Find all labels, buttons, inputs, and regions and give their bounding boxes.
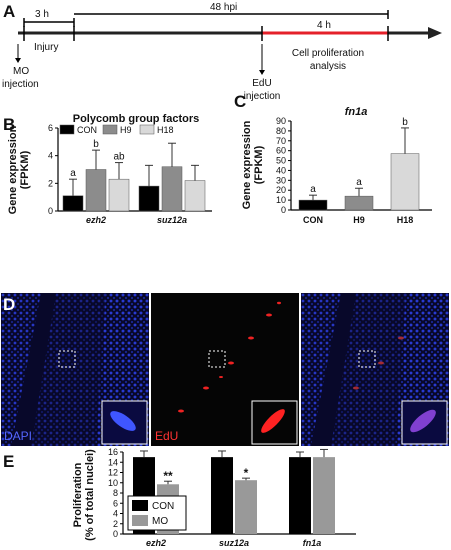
micrograph-edu — [151, 293, 299, 446]
chart-b-ytick-label: 4 — [48, 151, 53, 161]
chart-e-bar — [211, 457, 233, 534]
chart-c-ytick-label: 20 — [276, 185, 286, 195]
chart-e-legend-swatch — [132, 500, 148, 511]
timeline-arrowhead — [428, 27, 442, 39]
chart-e-ytick-label: 16 — [108, 447, 118, 457]
label-48hpi: 48 hpi — [210, 2, 237, 13]
chart-c-sig-letter: a — [310, 184, 316, 195]
label-injury: Injury — [34, 42, 58, 53]
chart-c-xtick-label: H9 — [353, 215, 365, 225]
chart-e-ytick-label: 14 — [108, 457, 118, 467]
chart-c-ytick-label: 90 — [276, 116, 286, 126]
chart-b-sig-letter: b — [93, 139, 99, 150]
label-mo: MO — [13, 66, 29, 77]
chart-e-ytick-label: 2 — [113, 519, 118, 529]
chart-e-legend-label: MO — [152, 516, 168, 527]
chart-b-sig-letter: ab — [113, 152, 125, 163]
chart-b-xtick-label: suz12a — [157, 215, 187, 225]
chart-e-bar — [289, 457, 311, 534]
chart-e-ytick-label: 10 — [108, 478, 118, 488]
label-cell-prolif: Cell proliferation — [292, 48, 364, 59]
timeline-panel: A 3 h 48 hpi 4 h Injury MO injection EdU… — [2, 2, 442, 102]
chart-c-ytick-label: 10 — [276, 195, 286, 205]
chart-e-ytick-label: 12 — [108, 468, 118, 478]
chart-b: B Polycomb group factors 0 2 4 6 Gene expressi… — [3, 113, 212, 225]
label-3h: 3 h — [35, 9, 49, 20]
chart-e-ylabel-0: Proliferation — [72, 462, 84, 527]
panel-letter-a: A — [3, 2, 15, 21]
edu-arrow-head — [259, 70, 265, 75]
chart-b-legend-swatch — [102, 124, 118, 135]
chart-c-ytick-label: 0 — [281, 205, 286, 215]
chart-b-legend-swatch — [139, 124, 155, 135]
chart-c-title: fn1a — [345, 106, 368, 118]
chart-e-ytick-label: 8 — [113, 488, 118, 498]
chart-e-legend-label: CON — [152, 501, 174, 512]
chart-b-legend-label: H18 — [157, 125, 174, 135]
chart-c-ytick-label: 40 — [276, 165, 286, 175]
chart-e-ytick-label: 4 — [113, 509, 118, 519]
panel-letter-b: B — [3, 115, 15, 134]
chart-e-xtick-label: ezh2 — [146, 538, 166, 548]
chart-c-xtick-label: CON — [303, 215, 323, 225]
chart-b-legend-swatch — [59, 124, 75, 135]
chart-e-bar — [235, 480, 257, 534]
chart-b-title: Polycomb group factors — [73, 113, 200, 125]
chart-b-ytick-label: 6 — [48, 123, 53, 133]
chart-b-ytick-label: 0 — [48, 206, 53, 216]
chart-c-ylabel-0: Gene expression — [241, 120, 253, 209]
chart-e-xtick-label: fn1a — [303, 538, 322, 548]
chart-e-ylabel-1: (% of total nuclei) — [84, 449, 96, 541]
panel-letter-e: E — [3, 452, 14, 471]
chart-e-significance: ** — [163, 469, 173, 483]
chart-b-sig-letter: a — [70, 168, 76, 179]
label-analysis: analysis — [310, 61, 346, 72]
chart-c-ytick-label: 70 — [276, 136, 286, 146]
chart-e-ytick-label: 6 — [113, 498, 118, 508]
chart-c-ylabel-1: (FPKM) — [253, 145, 265, 184]
chart-c-ytick-label: 60 — [276, 146, 286, 156]
chart-c-ytick-label: 30 — [276, 175, 286, 185]
chart-c-sig-letter: b — [402, 117, 408, 128]
chart-c-ytick-label: 80 — [276, 126, 286, 136]
panel-letter-c: C — [234, 92, 246, 111]
chart-b-legend-label: H9 — [120, 125, 132, 135]
chart-c-xtick-label: H18 — [397, 215, 414, 225]
chart-b-ylabel-1: (FPKM) — [19, 150, 31, 189]
chart-b-ylabel-0: Gene expression — [7, 125, 19, 214]
label-edu-injection: injection — [244, 91, 281, 102]
chart-e-bar — [313, 457, 335, 534]
chart-e-ytick-label: 0 — [113, 529, 118, 539]
chart-b-xtick-label: ezh2 — [86, 215, 106, 225]
chart-b-legend-label: CON — [77, 125, 97, 135]
chart-c-sig-letter: a — [356, 177, 362, 188]
chart-e-xtick-label: suz12a — [219, 538, 249, 548]
label-4h: 4 h — [317, 20, 331, 31]
label-edu: EdU — [252, 78, 271, 89]
chart-b-ytick-label: 2 — [48, 178, 53, 188]
label-mo-injection: injection — [2, 79, 39, 90]
micrograph-dapi — [1, 293, 149, 446]
micrograph-merge — [301, 293, 449, 446]
chart-e-legend-swatch — [132, 515, 148, 526]
mo-arrow-head — [15, 58, 21, 63]
chart-c-ytick-label: 50 — [276, 156, 286, 166]
chart-e-significance: * — [244, 466, 249, 480]
